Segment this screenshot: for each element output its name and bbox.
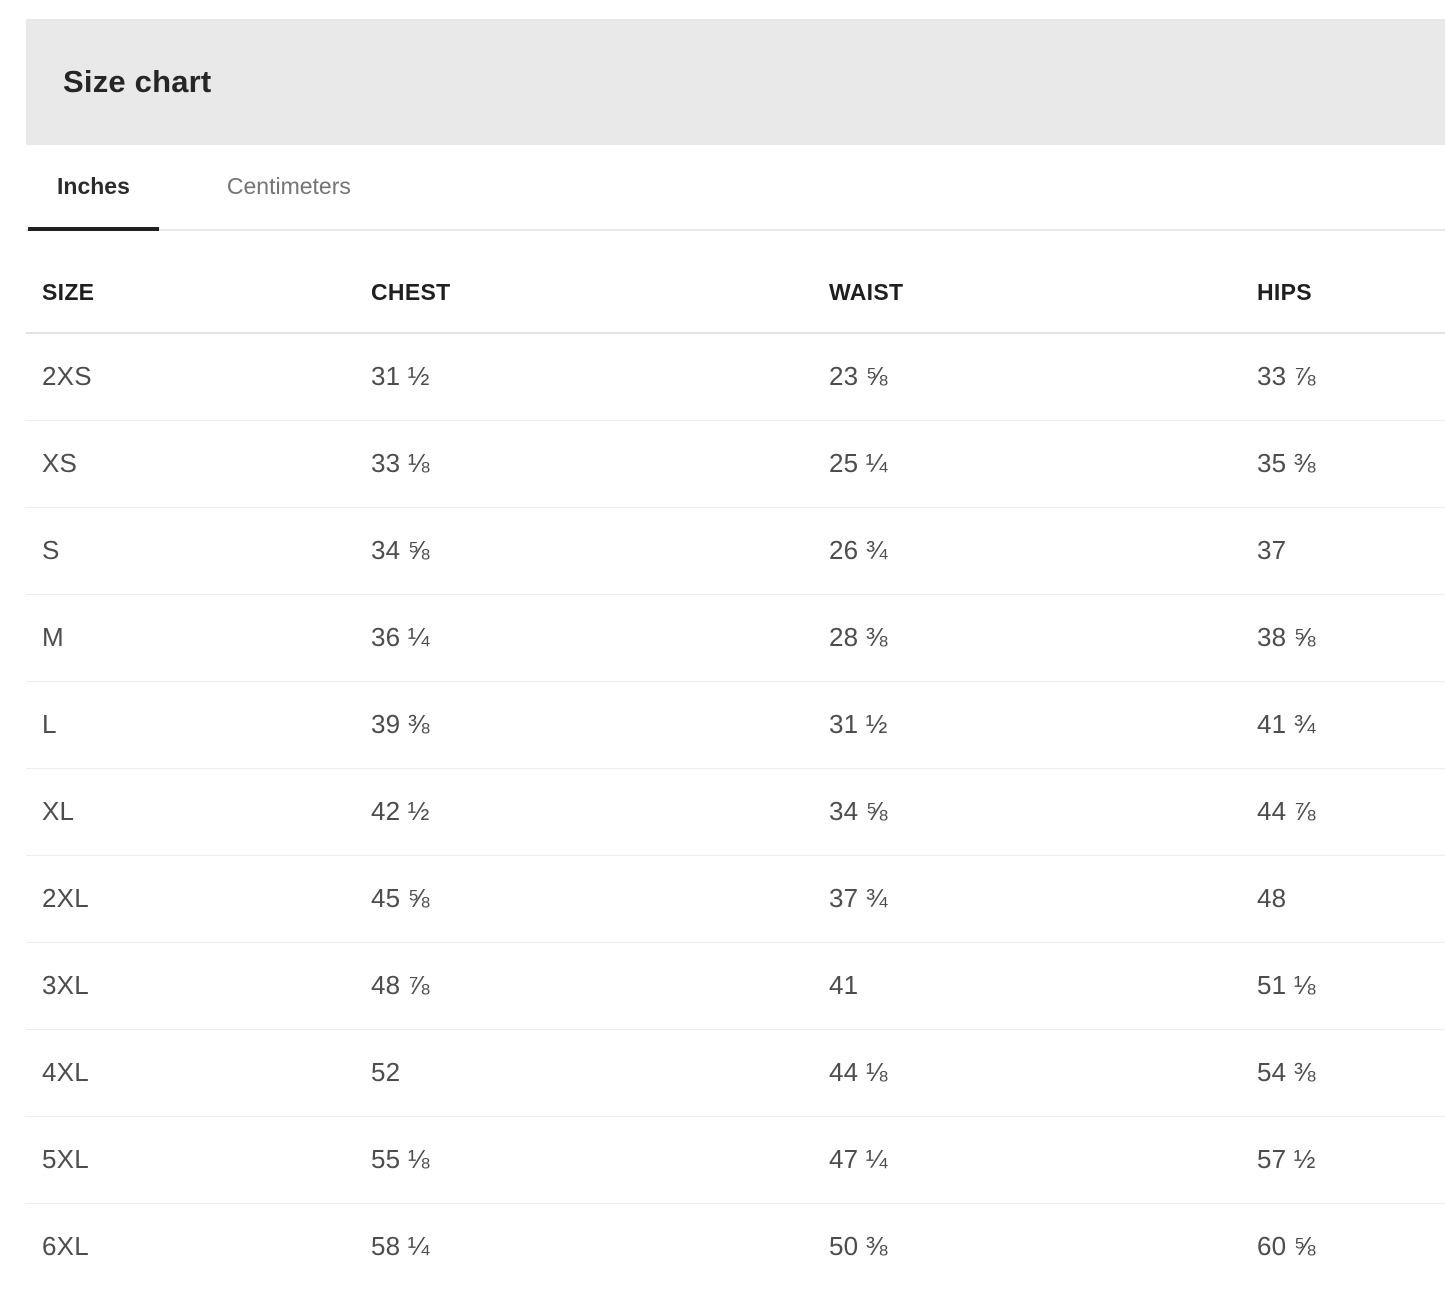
hips-cell: 37 [1241,507,1445,595]
table-row: XS 33 ⅛ 25 ¼ 35 ⅜ [26,420,1445,508]
waist-cell: 25 ¼ [813,420,1241,508]
hips-cell: 44 ⅞ [1241,768,1445,856]
hips-cell: 57 ½ [1241,1116,1445,1204]
chest-cell: 31 ½ [355,333,813,421]
size-chart-header: Size chart [26,19,1445,145]
size-cell: 5XL [26,1116,355,1204]
size-cell: M [26,594,355,682]
table-row: L 39 ⅜ 31 ½ 41 ¾ [26,681,1445,769]
size-cell: 4XL [26,1029,355,1117]
chest-cell: 42 ½ [355,768,813,856]
column-header-chest: CHEST [355,231,813,334]
table-row: 4XL 52 44 ⅛ 54 ⅜ [26,1029,1445,1117]
size-chart-page: Size chart Inches Centimeters SIZE CHEST… [0,19,1445,1292]
size-cell: L [26,681,355,769]
column-header-size: SIZE [26,231,355,334]
column-header-waist: WAIST [813,231,1241,334]
page-title: Size chart [63,64,212,99]
table-row: 6XL 58 ¼ 50 ⅜ 60 ⅝ [26,1203,1445,1290]
hips-cell: 48 [1241,855,1445,943]
chest-cell: 45 ⅝ [355,855,813,943]
waist-cell: 28 ⅜ [813,594,1241,682]
tab-inches-label: Inches [57,172,130,199]
tab-inches[interactable]: Inches [28,145,159,231]
waist-cell: 47 ¼ [813,1116,1241,1204]
waist-cell: 44 ⅛ [813,1029,1241,1117]
waist-cell: 31 ½ [813,681,1241,769]
hips-cell: 41 ¾ [1241,681,1445,769]
waist-cell: 37 ¾ [813,855,1241,943]
column-header-hips: HIPS [1241,231,1445,334]
chest-cell: 34 ⅝ [355,507,813,595]
size-table-container: SIZE CHEST WAIST HIPS 2XS 31 ½ 23 ⅝ 33 ⅞… [26,231,1445,1290]
waist-cell: 34 ⅝ [813,768,1241,856]
size-cell: 3XL [26,942,355,1030]
hips-cell: 60 ⅝ [1257,1231,1316,1262]
chest-cell: 33 ⅛ [355,420,813,508]
unit-tabbar: Inches Centimeters [26,145,1445,231]
size-cell: 6XL [42,1231,89,1262]
waist-cell: 50 ⅜ [829,1231,888,1262]
tab-centimeters-label: Centimeters [226,172,351,199]
chest-cell: 48 ⅞ [355,942,813,1030]
size-cell: 2XS [26,333,355,421]
waist-cell: 23 ⅝ [813,333,1241,421]
chest-cell: 58 ¼ [371,1231,430,1262]
hips-cell: 38 ⅝ [1241,594,1445,682]
table-header-row: SIZE CHEST WAIST HIPS [26,231,1445,334]
tab-centimeters[interactable]: Centimeters [198,145,380,231]
waist-cell: 26 ¾ [813,507,1241,595]
table-row: S 34 ⅝ 26 ¾ 37 [26,507,1445,595]
waist-cell: 41 [813,942,1241,1030]
table-row: 3XL 48 ⅞ 41 51 ⅛ [26,942,1445,1030]
hips-cell: 35 ⅜ [1241,420,1445,508]
table-row: 5XL 55 ⅛ 47 ¼ 57 ½ [26,1116,1445,1204]
table-row: 2XS 31 ½ 23 ⅝ 33 ⅞ [26,333,1445,421]
hips-cell: 54 ⅜ [1241,1029,1445,1117]
hips-cell: 33 ⅞ [1241,333,1445,421]
chest-cell: 36 ¼ [355,594,813,682]
size-cell: 2XL [26,855,355,943]
table-row: M 36 ¼ 28 ⅜ 38 ⅝ [26,594,1445,682]
table-row: XL 42 ½ 34 ⅝ 44 ⅞ [26,768,1445,856]
size-table: SIZE CHEST WAIST HIPS 2XS 31 ½ 23 ⅝ 33 ⅞… [26,231,1445,1290]
size-cell: S [26,507,355,595]
size-cell: XS [26,420,355,508]
size-cell: XL [26,768,355,856]
hips-cell: 51 ⅛ [1241,942,1445,1030]
chest-cell: 52 [355,1029,813,1117]
chest-cell: 55 ⅛ [355,1116,813,1204]
table-row: 2XL 45 ⅝ 37 ¾ 48 [26,855,1445,943]
chest-cell: 39 ⅜ [355,681,813,769]
